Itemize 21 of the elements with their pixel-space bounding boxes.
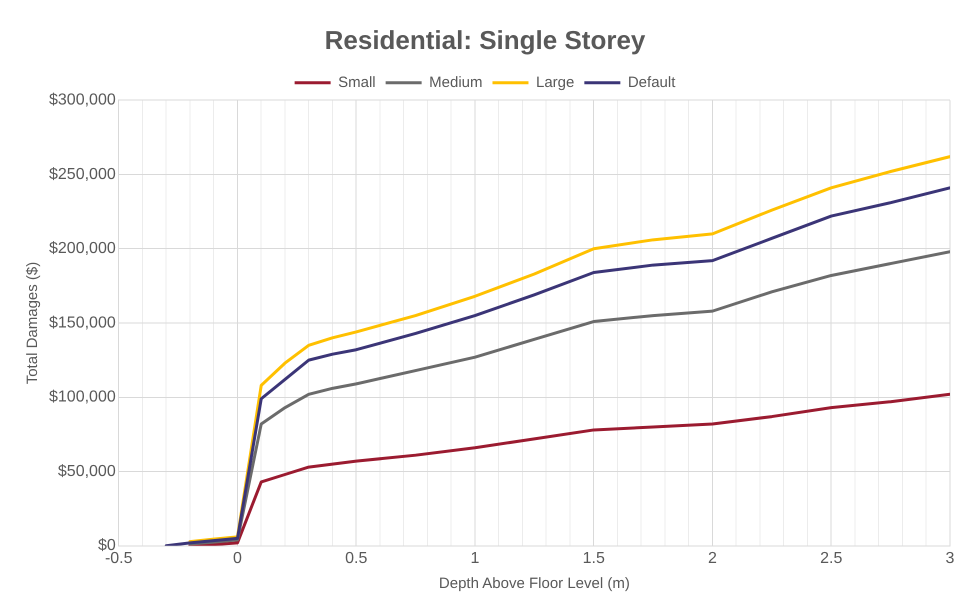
x-tick-label: 0.5	[345, 550, 368, 567]
y-tick-label: $200,000	[49, 240, 116, 258]
chart-title: Residential: Single Storey	[324, 24, 646, 55]
y-tick-label: $250,000	[49, 166, 116, 183]
legend-label: Large	[536, 74, 574, 91]
legend-label: Small	[338, 74, 376, 91]
y-tick-label: $100,000	[49, 388, 116, 406]
x-tick-label: 3	[946, 550, 955, 567]
y-axis-title: Total Damages ($)	[24, 262, 42, 384]
y-tick-label: $300,000	[49, 92, 116, 109]
x-tick-label: 1	[470, 550, 480, 567]
x-tick-label: 2.5	[820, 550, 842, 567]
y-tick-label: $50,000	[58, 462, 116, 480]
y-tick-label: $150,000	[49, 314, 116, 332]
x-axis-title: Depth Above Floor Level (m)	[438, 575, 630, 592]
legend-label: Default	[628, 74, 676, 91]
x-tick-label: -0.5	[104, 550, 133, 567]
x-tick-label: 2	[708, 550, 718, 567]
x-tick-label: 0	[233, 550, 242, 567]
x-tick-label: 1.5	[582, 550, 605, 567]
legend-label: Medium	[429, 74, 482, 91]
